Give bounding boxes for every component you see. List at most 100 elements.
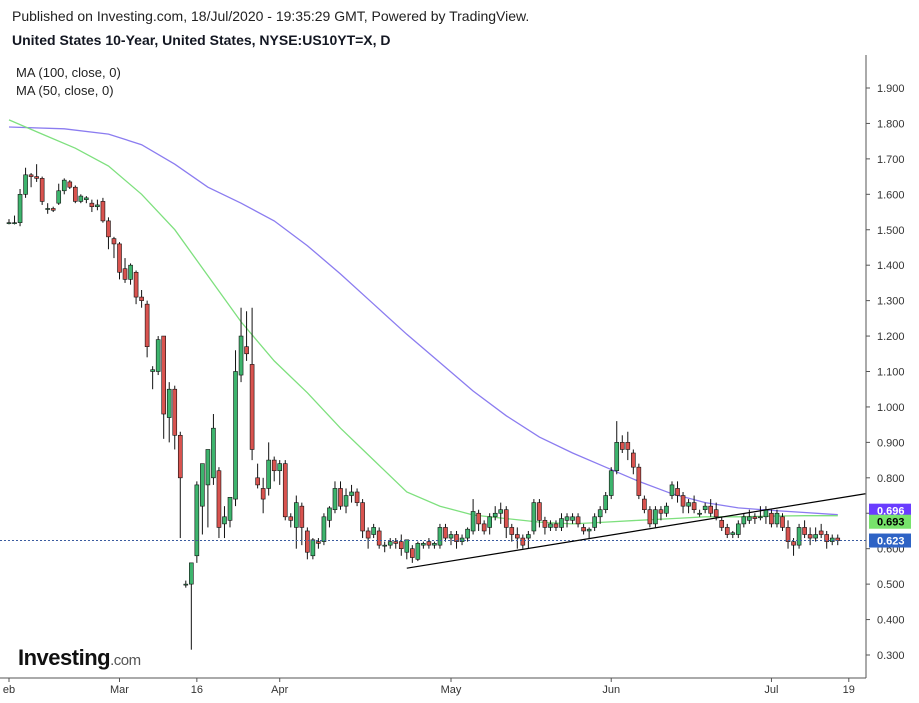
candle-up bbox=[310, 538, 316, 560]
candle-down bbox=[106, 217, 111, 250]
candle-body bbox=[410, 548, 415, 558]
candle-down bbox=[410, 545, 415, 563]
candle-down bbox=[299, 502, 305, 546]
candle-down bbox=[647, 506, 653, 528]
candle-body bbox=[487, 516, 492, 528]
candle-body bbox=[807, 534, 813, 539]
candle-body bbox=[780, 516, 785, 528]
candle-body bbox=[144, 303, 150, 347]
candle-up bbox=[548, 520, 553, 531]
candle-body bbox=[608, 470, 614, 496]
candle-body bbox=[498, 509, 504, 514]
candle-body bbox=[470, 511, 476, 532]
candle-body bbox=[216, 470, 222, 528]
candle-body bbox=[360, 502, 365, 532]
price-tick-label: 1.600 bbox=[877, 189, 905, 201]
candle-down bbox=[255, 463, 260, 489]
candle-body bbox=[421, 543, 426, 546]
candle-body bbox=[277, 463, 283, 472]
candle-body bbox=[349, 491, 354, 496]
time-tick-label: Jun bbox=[602, 684, 620, 696]
candle-down bbox=[724, 523, 730, 539]
candle-up bbox=[586, 527, 592, 539]
candle-body bbox=[39, 178, 45, 202]
candle-down bbox=[244, 311, 249, 361]
candle-body bbox=[664, 505, 669, 514]
candle-down bbox=[675, 481, 680, 503]
candle-body bbox=[415, 543, 421, 560]
candle-down bbox=[305, 527, 310, 560]
candle-up bbox=[526, 530, 531, 549]
candle-up bbox=[498, 502, 504, 524]
candle-body bbox=[526, 534, 531, 539]
candle-up bbox=[321, 513, 327, 546]
candle-body bbox=[12, 222, 17, 224]
candle-body bbox=[559, 518, 564, 528]
candle-body bbox=[581, 527, 586, 532]
ma100-line bbox=[8, 126, 838, 516]
candle-up bbox=[592, 513, 597, 531]
candle-body bbox=[260, 488, 266, 500]
candle-down bbox=[537, 499, 542, 528]
candle-body bbox=[619, 442, 625, 450]
candle-body bbox=[78, 195, 84, 202]
candle-down bbox=[365, 527, 371, 549]
candle-up bbox=[183, 580, 189, 588]
candle-body bbox=[139, 296, 144, 301]
candle-body bbox=[785, 527, 791, 542]
candle-up bbox=[78, 194, 84, 204]
candle-body bbox=[531, 502, 537, 532]
candle-body bbox=[575, 516, 581, 525]
investing-logo: Investing.com bbox=[18, 645, 141, 671]
ma50-line bbox=[8, 119, 838, 525]
candle-body bbox=[492, 512, 498, 518]
candle-down bbox=[509, 523, 515, 542]
candle-body bbox=[398, 541, 404, 549]
candle-body bbox=[686, 502, 691, 507]
price-tick-label: 1.300 bbox=[877, 296, 905, 308]
candle-body bbox=[371, 527, 376, 535]
candle-body bbox=[509, 527, 515, 535]
candle-down bbox=[28, 173, 34, 188]
candle-body bbox=[802, 527, 807, 535]
candle-up bbox=[669, 481, 675, 500]
candle-body bbox=[829, 537, 835, 542]
candle-body bbox=[365, 530, 371, 539]
candle-body bbox=[796, 527, 802, 546]
candle-body bbox=[299, 505, 305, 528]
price-badge: 0.696 bbox=[869, 503, 911, 518]
candle-body bbox=[481, 523, 487, 532]
candle-up bbox=[608, 467, 614, 500]
candle-body bbox=[514, 534, 520, 539]
candle-down bbox=[476, 509, 481, 531]
candle-down bbox=[708, 499, 713, 517]
candle-body bbox=[100, 201, 106, 222]
candle-body bbox=[117, 243, 122, 273]
candle-up bbox=[653, 506, 658, 528]
candle-body bbox=[34, 176, 39, 179]
chart-overlays bbox=[0, 493, 866, 569]
candle-down bbox=[520, 534, 526, 549]
candle-up bbox=[12, 215, 17, 225]
candle-down bbox=[133, 270, 139, 305]
candle-up bbox=[84, 196, 89, 204]
candle-body bbox=[653, 509, 658, 525]
candle-body bbox=[266, 459, 271, 489]
time-tick-label: 19 bbox=[843, 684, 855, 696]
time-tick-label: 16 bbox=[191, 684, 203, 696]
candle-up bbox=[437, 523, 443, 549]
candle-body bbox=[332, 488, 338, 511]
candle-body bbox=[763, 509, 769, 518]
candle-down bbox=[260, 477, 266, 514]
candle-body bbox=[133, 271, 139, 298]
candle-down bbox=[454, 530, 459, 549]
price-badge: 0.693 bbox=[869, 514, 911, 529]
candle-body bbox=[166, 388, 172, 418]
candle-down bbox=[398, 534, 404, 556]
candle-up bbox=[702, 502, 708, 514]
candle-up bbox=[570, 513, 575, 524]
candle-body bbox=[238, 335, 244, 376]
candle-down bbox=[177, 431, 183, 539]
candle-body bbox=[708, 505, 713, 514]
